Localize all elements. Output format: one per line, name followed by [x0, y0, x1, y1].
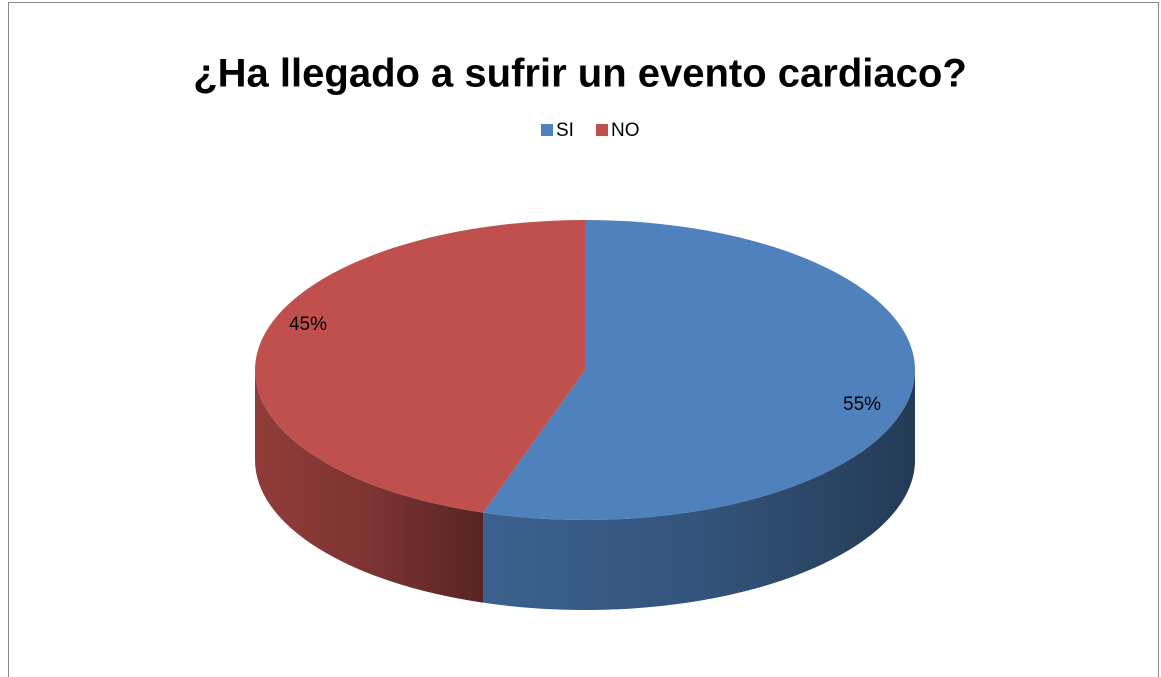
legend-swatch — [541, 124, 553, 136]
legend-label: NO — [611, 120, 640, 141]
pie-slice — [483, 220, 915, 520]
legend-swatch — [596, 124, 608, 136]
pie-side-shade — [483, 370, 915, 610]
legend-label: SI — [556, 120, 574, 141]
chart-title: ¿Ha llegado a sufrir un evento cardiaco? — [193, 52, 967, 96]
pie-slice — [255, 220, 585, 513]
chart-border — [8, 2, 1159, 677]
pie-side-shade — [255, 370, 484, 603]
data-label: 55% — [843, 394, 881, 415]
data-label: 45% — [289, 314, 327, 335]
